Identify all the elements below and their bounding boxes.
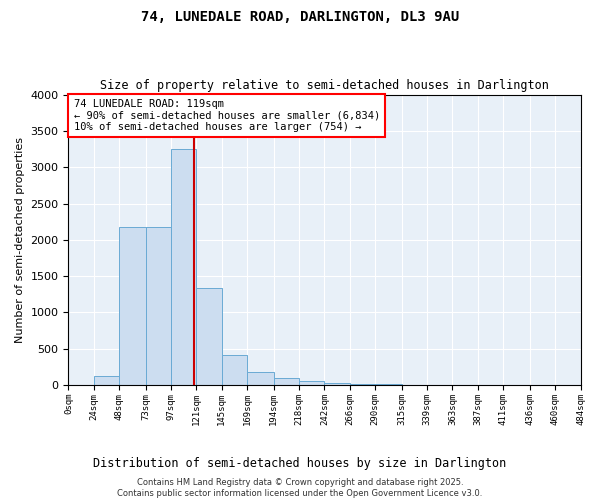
Bar (375, 384, 401, 385)
Bar (94, 376, 119, 385)
Bar (274, 378, 299, 385)
Text: 74 LUNEDALE ROAD: 119sqm
← 90% of semi-detached houses are smaller (6,834)
10% o: 74 LUNEDALE ROAD: 119sqm ← 90% of semi-d… (74, 99, 380, 132)
Bar (325, 383, 350, 385)
Y-axis label: Number of semi-detached properties: Number of semi-detached properties (15, 137, 25, 343)
Bar (196, 288, 222, 385)
Bar (247, 372, 274, 385)
Title: Size of property relative to semi-detached houses in Darlington: Size of property relative to semi-detach… (100, 79, 549, 92)
Bar (222, 354, 247, 385)
Text: 74, LUNEDALE ROAD, DARLINGTON, DL3 9AU: 74, LUNEDALE ROAD, DARLINGTON, DL3 9AU (141, 10, 459, 24)
Bar (350, 384, 375, 385)
Bar (146, 228, 171, 385)
Bar (119, 228, 146, 385)
Text: Distribution of semi-detached houses by size in Darlington: Distribution of semi-detached houses by … (94, 458, 506, 470)
Text: Contains HM Land Registry data © Crown copyright and database right 2025.
Contai: Contains HM Land Registry data © Crown c… (118, 478, 482, 498)
Bar (171, 149, 196, 385)
Bar (299, 382, 325, 385)
